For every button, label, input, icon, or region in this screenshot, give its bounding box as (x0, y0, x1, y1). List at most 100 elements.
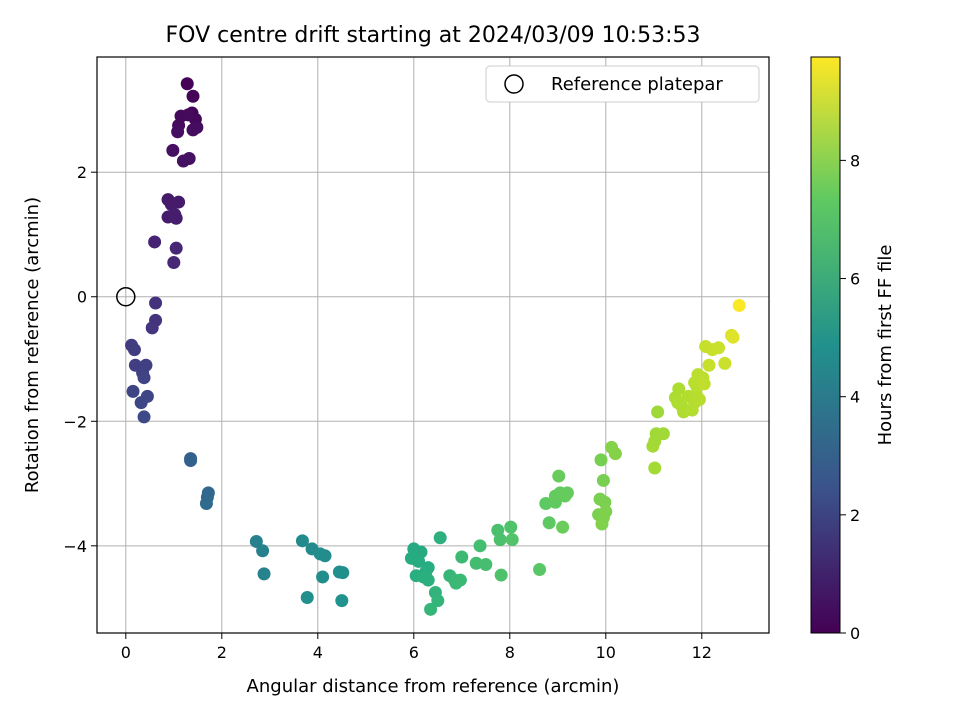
legend: Reference platepar (485, 65, 760, 103)
data-point (672, 382, 686, 396)
legend-box (485, 65, 760, 103)
data-point (697, 377, 711, 391)
scatter-points (125, 77, 746, 616)
data-point (318, 549, 332, 563)
data-point (145, 321, 159, 335)
x-tick-label: 12 (692, 643, 712, 662)
data-point (648, 461, 662, 475)
data-point (300, 591, 314, 605)
colorbar-label: Hours from first FF file (875, 245, 896, 446)
data-point (453, 573, 467, 587)
x-tick-label: 0 (121, 643, 131, 662)
chart-title: FOV centre drift starting at 2024/03/09 … (166, 23, 701, 48)
data-point (539, 496, 553, 510)
x-tick-label: 2 (217, 643, 227, 662)
data-point (505, 533, 519, 547)
colorbar-tick-label: 4 (850, 388, 860, 407)
data-point (651, 405, 665, 419)
colorbar-gradient (810, 56, 841, 634)
data-point (180, 77, 194, 91)
data-point (712, 341, 726, 355)
data-point (594, 453, 608, 467)
data-point (608, 447, 622, 461)
data-point (137, 371, 151, 385)
data-point (164, 198, 178, 212)
data-point (167, 255, 181, 269)
data-point (256, 544, 270, 558)
data-point (424, 602, 438, 616)
data-point (169, 211, 183, 225)
data-point (335, 594, 349, 608)
colorbar-tick-label: 2 (850, 506, 860, 525)
data-point (186, 89, 200, 103)
data-point (137, 410, 151, 424)
data-point (134, 396, 148, 410)
data-point (504, 520, 518, 534)
data-point (149, 296, 163, 310)
data-point (599, 505, 613, 519)
data-point (455, 550, 469, 564)
colorbar-tick-label: 6 (850, 270, 860, 289)
colorbar-tick-label: 8 (850, 151, 860, 170)
data-point (181, 108, 195, 122)
data-point (186, 123, 200, 137)
colorbar-tick-label: 0 (850, 624, 860, 643)
data-point (479, 558, 493, 572)
data-point (336, 566, 350, 580)
data-point (533, 562, 547, 576)
x-tick-label: 4 (313, 643, 323, 662)
y-axis-ticks: −4 −2 0 2 (63, 163, 97, 556)
plot-frame (96, 56, 770, 634)
data-point (692, 392, 706, 406)
colorbar-ticks: 0 2 4 6 8 (840, 151, 860, 643)
data-point (473, 539, 487, 553)
data-point (556, 520, 570, 534)
data-point (469, 556, 483, 570)
grid-lines (97, 57, 769, 633)
x-tick-label: 6 (409, 643, 419, 662)
x-tick-label: 8 (505, 643, 515, 662)
data-point (493, 533, 507, 547)
x-axis-ticks: 0 2 4 6 8 10 12 (121, 633, 712, 662)
data-point (552, 469, 566, 483)
data-point (295, 534, 309, 548)
data-point (431, 594, 445, 608)
data-point (166, 143, 180, 157)
y-tick-label: 0 (77, 288, 87, 307)
data-point (595, 517, 609, 531)
colorbar: 0 2 4 6 8 Hours from first FF file (810, 56, 896, 643)
data-point (176, 154, 190, 168)
data-point (718, 356, 732, 370)
legend-label: Reference platepar (551, 74, 723, 95)
data-point (726, 330, 740, 344)
data-point (656, 427, 670, 441)
data-point (184, 454, 198, 468)
data-point (646, 439, 660, 453)
data-point (542, 516, 556, 530)
data-point (171, 125, 185, 139)
reference-point-marker (116, 286, 136, 307)
data-point (127, 343, 141, 357)
y-axis-label: Rotation from reference (arcmin) (22, 197, 43, 493)
data-point (126, 384, 140, 398)
data-point (702, 358, 716, 372)
data-point (169, 241, 183, 255)
data-point (148, 235, 162, 249)
data-point (494, 568, 508, 582)
data-point (249, 534, 263, 548)
data-point (433, 531, 447, 545)
data-point (257, 567, 271, 581)
data-point (409, 553, 423, 567)
x-tick-label: 10 (596, 643, 616, 662)
y-tick-label: −4 (63, 537, 87, 556)
legend-marker (504, 74, 524, 94)
data-point (598, 495, 612, 509)
y-tick-label: −2 (63, 412, 87, 431)
x-axis-label: Angular distance from reference (arcmin) (247, 676, 620, 697)
data-point (316, 570, 330, 584)
data-point (596, 473, 610, 487)
data-point (421, 573, 435, 587)
y-tick-label: 2 (77, 163, 87, 182)
data-point (558, 489, 572, 503)
